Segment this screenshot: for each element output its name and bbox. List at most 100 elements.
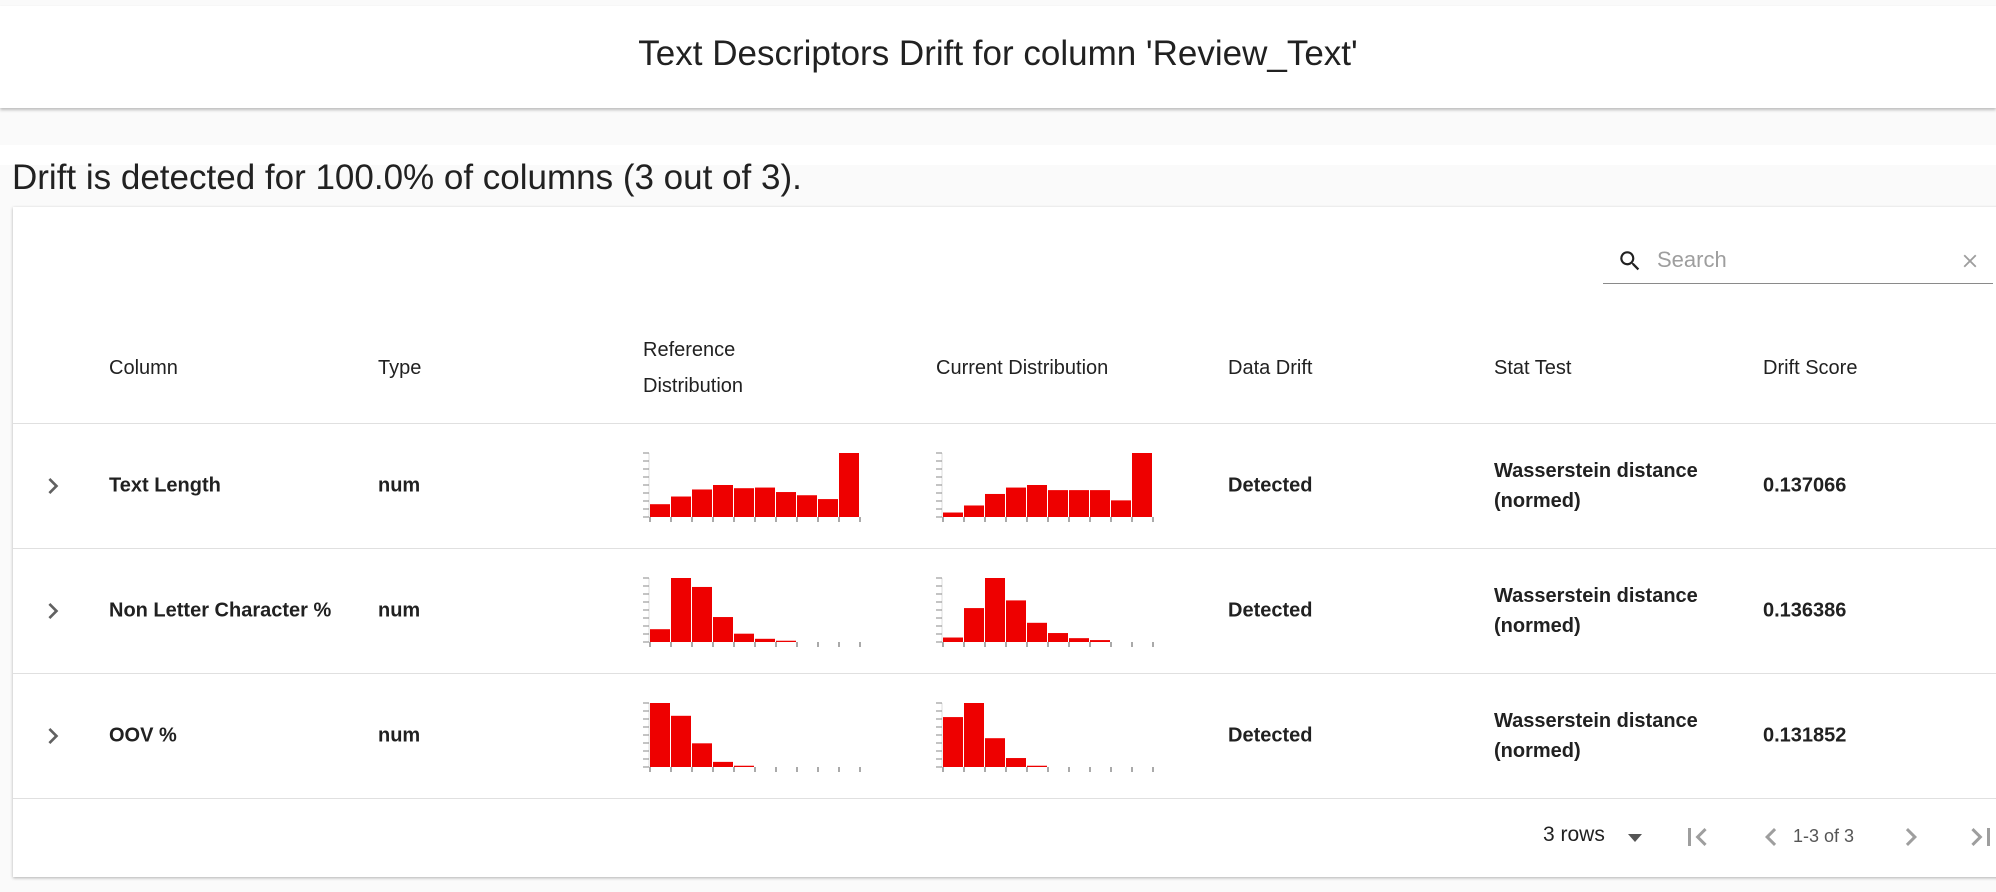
cell-drift-score: 0.136386 bbox=[1763, 599, 1847, 622]
histogram-bar bbox=[755, 638, 775, 642]
header-stat-test[interactable]: Stat Test bbox=[1494, 357, 1572, 379]
table-row: Non Letter Character % num Detected Wass… bbox=[13, 549, 1996, 674]
header-drift-score[interactable]: Drift Score bbox=[1763, 357, 1858, 379]
histogram-bar bbox=[1069, 490, 1089, 517]
histogram-bar bbox=[734, 765, 754, 767]
histogram-bar bbox=[692, 489, 712, 517]
cell-type: num bbox=[378, 474, 421, 497]
table-row: OOV % num Detected Wasserstein distance … bbox=[13, 674, 1996, 799]
current-histogram bbox=[936, 452, 1154, 522]
histogram-bar bbox=[985, 578, 1005, 642]
stat-test-line1: Wasserstein distance bbox=[1494, 460, 1698, 482]
histogram-bar bbox=[1006, 487, 1026, 517]
histogram-bar bbox=[943, 512, 963, 517]
drift-summary: Drift is detected for 100.0% of columns … bbox=[12, 158, 802, 197]
histogram-bar bbox=[1027, 485, 1047, 517]
reference-histogram bbox=[643, 577, 861, 647]
current-histogram bbox=[936, 702, 1154, 772]
header-reference-distribution: Reference Distribution bbox=[643, 332, 743, 404]
page-title: Text Descriptors Drift for column 'Revie… bbox=[638, 34, 1358, 73]
cell-data-drift: Detected bbox=[1228, 474, 1313, 497]
histogram-bar bbox=[692, 586, 712, 642]
rows-per-page-value: 3 rows bbox=[1543, 823, 1605, 846]
histogram-bar bbox=[713, 617, 733, 642]
histogram-bar bbox=[776, 492, 796, 517]
histogram-bar bbox=[818, 499, 838, 517]
header-type[interactable]: Type bbox=[378, 357, 422, 379]
cell-stat-test: Wasserstein distance (normed) bbox=[1494, 581, 1698, 641]
last-page-icon[interactable] bbox=[1963, 819, 1996, 855]
rows-per-page-select[interactable]: 3 rows bbox=[1543, 823, 1642, 847]
histogram-bar bbox=[1132, 453, 1152, 517]
stat-test-line2: (normed) bbox=[1494, 615, 1581, 637]
histogram-bar bbox=[797, 495, 817, 517]
cell-data-drift: Detected bbox=[1228, 724, 1313, 747]
histogram-bar bbox=[1048, 633, 1068, 642]
previous-page-icon[interactable] bbox=[1753, 819, 1789, 855]
header-reference-line2: Distribution bbox=[643, 375, 744, 397]
table-pagination: 3 rows 1-3 of 3 bbox=[13, 797, 1996, 877]
histogram-bar bbox=[943, 717, 963, 767]
table-header: Column Type Reference Distribution Curre… bbox=[13, 313, 1996, 424]
cell-column: Text Length bbox=[109, 474, 221, 497]
histogram-bar bbox=[964, 505, 984, 517]
histogram-bar bbox=[692, 743, 712, 767]
header-reference-line1: Reference bbox=[643, 339, 736, 361]
data-table: Column Type Reference Distribution Curre… bbox=[13, 207, 1996, 877]
header-data-drift[interactable]: Data Drift bbox=[1228, 357, 1313, 379]
cell-stat-test: Wasserstein distance (normed) bbox=[1494, 456, 1698, 516]
current-histogram bbox=[936, 577, 1154, 647]
histogram-bar bbox=[650, 703, 670, 767]
histogram-bar bbox=[1090, 490, 1110, 517]
search-icon bbox=[1620, 251, 1640, 271]
histogram-bar bbox=[1027, 622, 1047, 642]
search-input[interactable] bbox=[1655, 243, 1949, 277]
histogram-bar bbox=[943, 637, 963, 642]
histogram-bar bbox=[776, 640, 796, 642]
next-page-icon[interactable] bbox=[1893, 819, 1929, 855]
stat-test-line1: Wasserstein distance bbox=[1494, 710, 1698, 732]
histogram-bar bbox=[713, 761, 733, 767]
reference-histogram bbox=[643, 702, 861, 772]
histogram-bar bbox=[964, 608, 984, 642]
close-icon[interactable] bbox=[1959, 250, 1981, 272]
chevron-right-icon[interactable] bbox=[37, 720, 69, 752]
histogram-bar bbox=[1090, 640, 1110, 642]
table-row: Text Length num Detected Wasserstein dis… bbox=[13, 424, 1996, 549]
histogram-bar bbox=[734, 488, 754, 517]
cell-type: num bbox=[378, 724, 421, 747]
chevron-right-icon[interactable] bbox=[37, 470, 69, 502]
histogram-bar bbox=[1006, 600, 1026, 642]
stat-test-line2: (normed) bbox=[1494, 490, 1581, 512]
histogram-bar bbox=[1111, 500, 1131, 517]
histogram-bar bbox=[1048, 490, 1068, 517]
chevron-right-icon[interactable] bbox=[37, 595, 69, 627]
histogram-bar bbox=[985, 493, 1005, 517]
histogram-bar bbox=[671, 715, 691, 767]
header-column[interactable]: Column bbox=[109, 357, 178, 379]
histogram-bar bbox=[1006, 758, 1026, 767]
stat-test-line1: Wasserstein distance bbox=[1494, 585, 1698, 607]
cell-data-drift: Detected bbox=[1228, 599, 1313, 622]
histogram-bar bbox=[964, 703, 984, 767]
title-card: Text Descriptors Drift for column 'Revie… bbox=[0, 6, 1996, 108]
stat-test-line2: (normed) bbox=[1494, 740, 1581, 762]
histogram-bar bbox=[671, 496, 691, 517]
caret-down-icon bbox=[1628, 834, 1642, 842]
divider bbox=[0, 145, 1996, 165]
histogram-bar bbox=[985, 738, 1005, 767]
page-range: 1-3 of 3 bbox=[1793, 826, 1855, 846]
histogram-bar bbox=[650, 629, 670, 642]
cell-drift-score: 0.137066 bbox=[1763, 474, 1847, 497]
histogram-bar bbox=[1027, 765, 1047, 767]
histogram-bar bbox=[650, 504, 670, 517]
histogram-bar bbox=[713, 485, 733, 517]
search-field[interactable] bbox=[1603, 237, 1993, 284]
histogram-bar bbox=[734, 633, 754, 642]
first-page-icon[interactable] bbox=[1679, 819, 1715, 855]
histogram-bar bbox=[755, 487, 775, 517]
cell-drift-score: 0.131852 bbox=[1763, 724, 1847, 747]
cell-column: Non Letter Character % bbox=[109, 599, 332, 622]
cell-type: num bbox=[378, 599, 421, 622]
header-current-distribution: Current Distribution bbox=[936, 357, 1109, 379]
